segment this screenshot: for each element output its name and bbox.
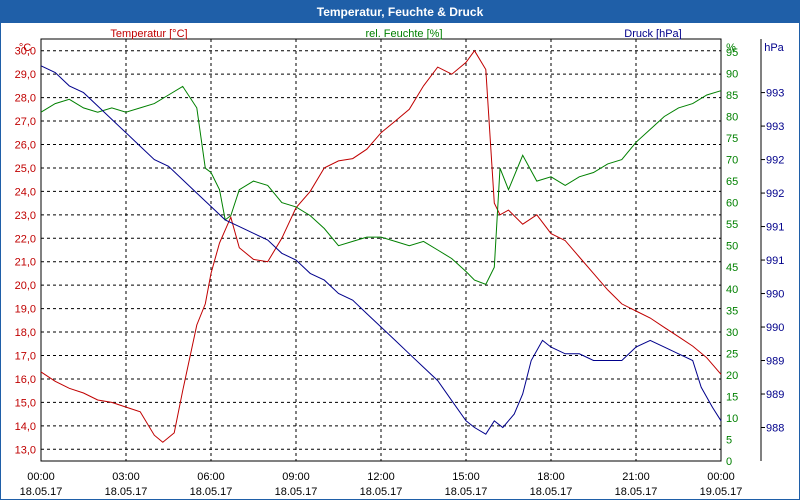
humidity-tick-label: 95 bbox=[726, 47, 738, 59]
x-tick-date: 18.05.17 bbox=[20, 486, 63, 498]
temperature-tick-label: 23,0 bbox=[15, 210, 36, 222]
pressure-axis-label: Druck [hPa] bbox=[624, 28, 681, 40]
pressure-tick-label: 993 bbox=[766, 88, 784, 100]
temperature-series-line bbox=[40, 49, 722, 443]
humidity-tick-label: 50 bbox=[726, 241, 738, 253]
x-tick-time: 21:00 bbox=[622, 471, 650, 483]
x-tick-time: 00:00 bbox=[27, 471, 55, 483]
temperature-tick-label: 19,0 bbox=[15, 304, 36, 316]
humidity-tick-label: 70 bbox=[726, 155, 738, 167]
pressure-tick-label: 990 bbox=[766, 322, 784, 334]
humidity-axis-label: rel. Feuchte [%] bbox=[365, 28, 442, 40]
humidity-tick-label: 15 bbox=[726, 391, 738, 403]
x-tick-date: 18.05.17 bbox=[530, 486, 573, 498]
temperature-tick-label: 15,0 bbox=[15, 397, 36, 409]
humidity-tick-label: 40 bbox=[726, 284, 738, 296]
temperature-tick-label: 27,0 bbox=[15, 116, 36, 128]
window-title: Temperatur, Feuchte & Druck bbox=[1, 1, 799, 23]
temperature-tick-label: 14,0 bbox=[15, 421, 36, 433]
temperature-tick-label: 24,0 bbox=[15, 186, 36, 198]
x-tick-time: 12:00 bbox=[367, 471, 395, 483]
x-tick-date: 18.05.17 bbox=[275, 486, 318, 498]
x-tick-time: 00:00 bbox=[707, 471, 735, 483]
pressure-tick-label: 989 bbox=[766, 356, 784, 368]
humidity-tick-label: 10 bbox=[726, 413, 738, 425]
x-tick-time: 09:00 bbox=[282, 471, 310, 483]
pressure-tick-label: 992 bbox=[766, 155, 784, 167]
x-tick-time: 15:00 bbox=[452, 471, 480, 483]
temperature-tick-label: 28,0 bbox=[15, 93, 36, 105]
temperature-tick-label: 17,0 bbox=[15, 351, 36, 363]
x-tick-date: 18.05.17 bbox=[615, 486, 658, 498]
x-tick-time: 06:00 bbox=[197, 471, 225, 483]
humidity-tick-label: 75 bbox=[726, 133, 738, 145]
pressure-tick-label: 990 bbox=[766, 289, 784, 301]
humidity-tick-label: 85 bbox=[726, 90, 738, 102]
temperature-tick-label: 30,0 bbox=[15, 46, 36, 58]
pressure-tick-label: 989 bbox=[766, 389, 784, 401]
humidity-series-line bbox=[40, 85, 722, 286]
humidity-tick-label: 20 bbox=[726, 370, 738, 382]
x-tick-date: 19.05.17 bbox=[700, 486, 743, 498]
x-tick-date: 18.05.17 bbox=[360, 486, 403, 498]
pressure-tick-label: 992 bbox=[766, 188, 784, 200]
humidity-tick-label: 60 bbox=[726, 198, 738, 210]
humidity-axis-unit: % bbox=[726, 42, 736, 54]
humidity-tick-label: 55 bbox=[726, 219, 738, 231]
humidity-tick-label: 90 bbox=[726, 68, 738, 80]
pressure-tick-label: 991 bbox=[766, 222, 784, 234]
x-tick-time: 18:00 bbox=[537, 471, 565, 483]
pressure-series-line bbox=[40, 65, 722, 435]
pressure-axis-unit: hPa bbox=[764, 42, 784, 54]
x-tick-date: 18.05.17 bbox=[445, 486, 488, 498]
temperature-tick-label: 21,0 bbox=[15, 257, 36, 269]
temperature-axis-label: Temperatur [°C] bbox=[110, 28, 187, 40]
temperature-tick-label: 16,0 bbox=[15, 374, 36, 386]
temperature-tick-label: 18,0 bbox=[15, 327, 36, 339]
humidity-tick-label: 65 bbox=[726, 176, 738, 188]
humidity-tick-label: 80 bbox=[726, 112, 738, 124]
humidity-tick-label: 5 bbox=[726, 434, 732, 446]
pressure-tick-label: 988 bbox=[766, 423, 784, 435]
humidity-tick-label: 0 bbox=[726, 456, 732, 468]
temperature-tick-label: 20,0 bbox=[15, 280, 36, 292]
humidity-tick-label: 30 bbox=[726, 327, 738, 339]
humidity-tick-label: 25 bbox=[726, 348, 738, 360]
pressure-tick-label: 991 bbox=[766, 255, 784, 267]
pressure-tick-label: 993 bbox=[766, 121, 784, 133]
x-tick-time: 03:00 bbox=[112, 471, 140, 483]
temperature-tick-label: 25,0 bbox=[15, 163, 36, 175]
x-tick-date: 18.05.17 bbox=[190, 486, 233, 498]
temperature-tick-label: 22,0 bbox=[15, 233, 36, 245]
humidity-tick-label: 35 bbox=[726, 305, 738, 317]
temperature-tick-label: 13,0 bbox=[15, 444, 36, 456]
temperature-axis-unit: °C bbox=[19, 42, 31, 54]
temperature-tick-label: 29,0 bbox=[15, 69, 36, 81]
x-tick-date: 18.05.17 bbox=[105, 486, 148, 498]
humidity-tick-label: 45 bbox=[726, 262, 738, 274]
temperature-tick-label: 26,0 bbox=[15, 140, 36, 152]
